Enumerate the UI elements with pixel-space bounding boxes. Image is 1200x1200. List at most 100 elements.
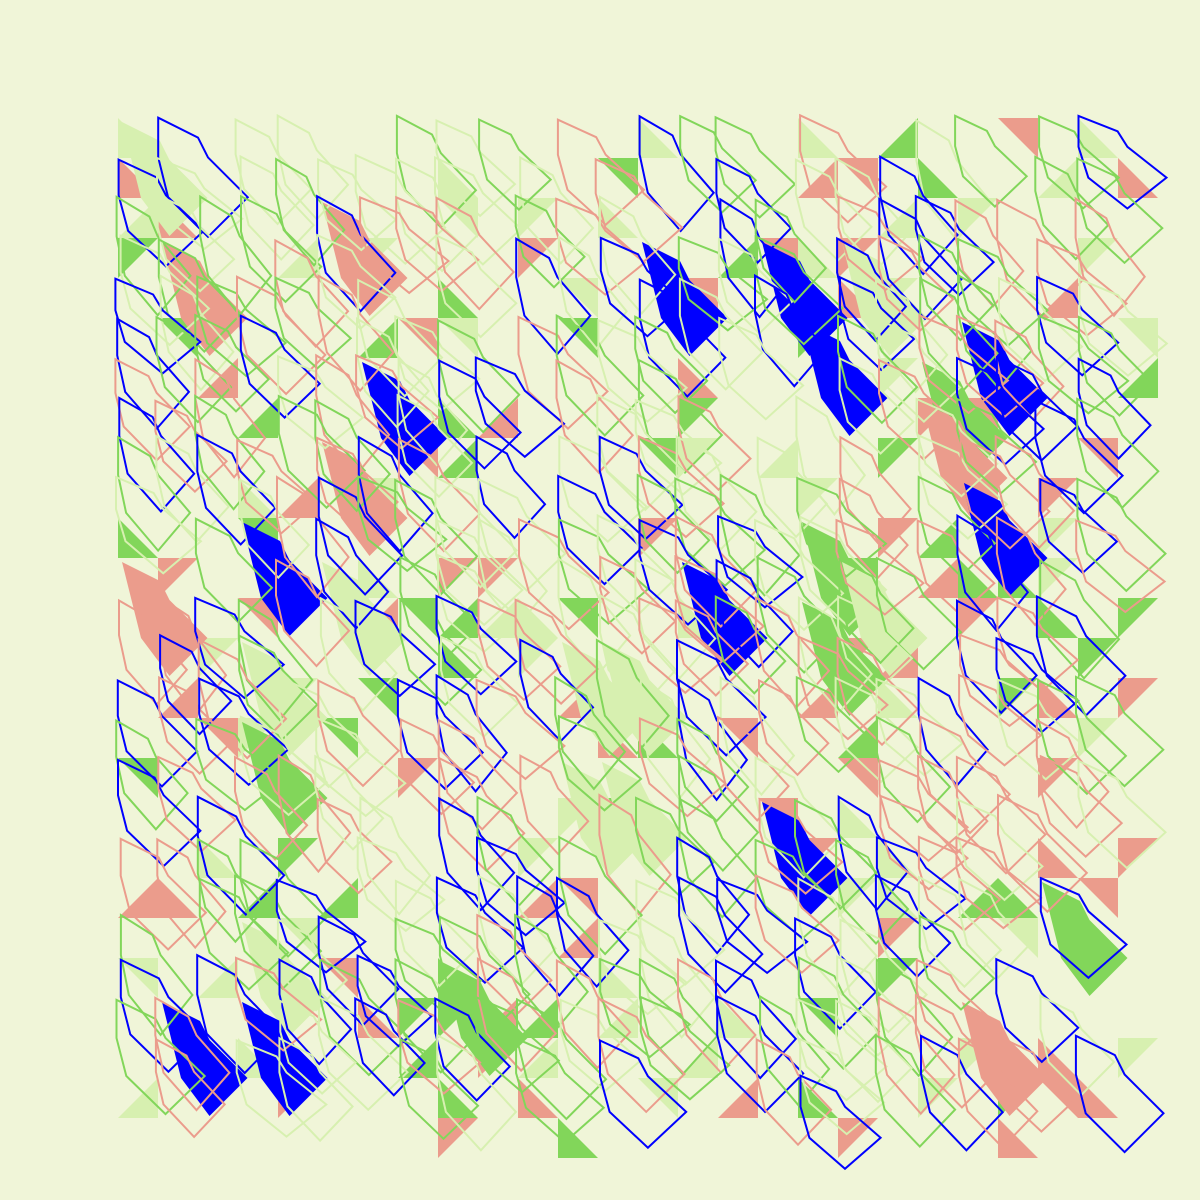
corner-triangle	[518, 998, 558, 1038]
corner-triangle	[998, 118, 1038, 158]
leaf-outline	[199, 194, 273, 317]
leaf-outline	[354, 599, 437, 698]
leaf-filled	[122, 562, 208, 676]
leaf-outline	[1039, 477, 1119, 575]
leaf-outline	[714, 115, 797, 219]
leaf-outline	[234, 874, 323, 991]
leaf-filled	[842, 562, 928, 676]
corner-triangle	[438, 598, 478, 638]
corner-triangle	[198, 838, 238, 878]
leaf-outline	[638, 114, 716, 233]
leaf-outline	[916, 519, 996, 616]
leaf-outline	[799, 1074, 883, 1171]
leaf-outline	[315, 716, 407, 818]
leaf-outline	[114, 277, 202, 375]
corner-triangle	[398, 318, 438, 358]
leaf-outline	[634, 398, 723, 496]
corner-triangle	[718, 718, 758, 758]
leaf-filled	[1042, 882, 1128, 996]
corner-triangle	[518, 638, 558, 678]
leaf-outline	[437, 553, 523, 654]
leaf-outline	[758, 678, 830, 777]
leaf-outline	[238, 634, 319, 741]
leaf-outline	[1074, 1034, 1165, 1154]
leaf-outline	[359, 195, 451, 295]
leaf-outline	[1075, 519, 1167, 614]
leaf-outline	[357, 278, 444, 398]
corner-triangle	[878, 118, 918, 158]
leaf-outline	[156, 193, 236, 293]
corner-triangle	[558, 598, 598, 638]
leaf-outline	[754, 595, 831, 709]
corner-triangle	[118, 958, 158, 998]
corner-triangle	[318, 958, 358, 998]
corner-triangle	[238, 598, 278, 638]
leaf-outline	[475, 434, 547, 540]
corner-triangle	[438, 198, 478, 238]
leaf-outline	[638, 596, 724, 695]
leaf-outline	[159, 633, 233, 736]
leaf-outline	[118, 396, 196, 514]
leaf-outline	[1039, 994, 1116, 1097]
leaf-outline	[754, 756, 844, 879]
leaf-outline	[397, 358, 469, 467]
leaf-outline	[599, 1038, 688, 1150]
leaf-outline	[235, 956, 323, 1052]
leaf-outline	[277, 394, 367, 510]
corner-triangle	[798, 998, 838, 1038]
leaf-outline	[719, 473, 801, 597]
leaf-outline	[678, 277, 764, 391]
leaf-outline	[394, 478, 479, 596]
leaf-outline	[1039, 559, 1121, 680]
leaf-outline	[357, 475, 448, 573]
leaf-filled	[242, 722, 328, 836]
corner-triangle	[838, 718, 878, 758]
leaf-outline	[878, 358, 961, 461]
leaf-filled	[762, 242, 848, 356]
leaf-outline	[716, 994, 805, 1114]
corner-triangle	[838, 878, 878, 918]
leaf-outline	[515, 1036, 606, 1144]
leaf-outline	[438, 796, 516, 912]
leaf-outline	[634, 557, 717, 680]
leaf-outline	[558, 835, 644, 956]
leaf-outline	[838, 356, 915, 455]
leaf-outline	[115, 475, 203, 575]
leaf-filled	[762, 802, 848, 916]
corner-triangle	[558, 1118, 598, 1158]
leaf-outline	[634, 315, 709, 415]
corner-triangle	[1118, 1038, 1158, 1078]
leaf-outline	[1077, 357, 1152, 460]
leaf-outline	[196, 275, 288, 378]
leaf-outline	[117, 758, 202, 868]
leaf-filled	[642, 242, 728, 356]
leaf-filled	[602, 762, 688, 876]
leaf-outline	[399, 555, 480, 662]
leaf-outline	[955, 755, 1047, 875]
leaf-outline	[955, 314, 1045, 419]
corner-triangle	[398, 1038, 438, 1078]
leaf-outline	[874, 1033, 957, 1149]
leaf-outline	[475, 678, 566, 781]
leaf-outline	[799, 113, 888, 224]
leaf-outline	[834, 156, 912, 272]
corner-triangle	[558, 318, 598, 358]
leaf-outline	[478, 118, 553, 211]
corner-triangle	[238, 478, 278, 518]
leaf-outline	[958, 877, 1031, 979]
corner-triangle	[598, 198, 638, 238]
leaf-outline	[956, 397, 1038, 495]
leaf-outline	[276, 113, 350, 221]
leaf-outline	[835, 518, 925, 616]
corner-triangle	[358, 678, 398, 718]
leaf-outline	[918, 914, 996, 1011]
leaf-outline	[1036, 237, 1129, 337]
leaf-outline	[1037, 314, 1130, 415]
leaf-outline	[635, 796, 715, 897]
leaf-outline	[474, 356, 566, 459]
leaf-outline	[875, 715, 952, 824]
leaf-outline	[394, 314, 481, 412]
leaf-outline	[234, 117, 313, 226]
corner-triangle	[1078, 718, 1118, 758]
